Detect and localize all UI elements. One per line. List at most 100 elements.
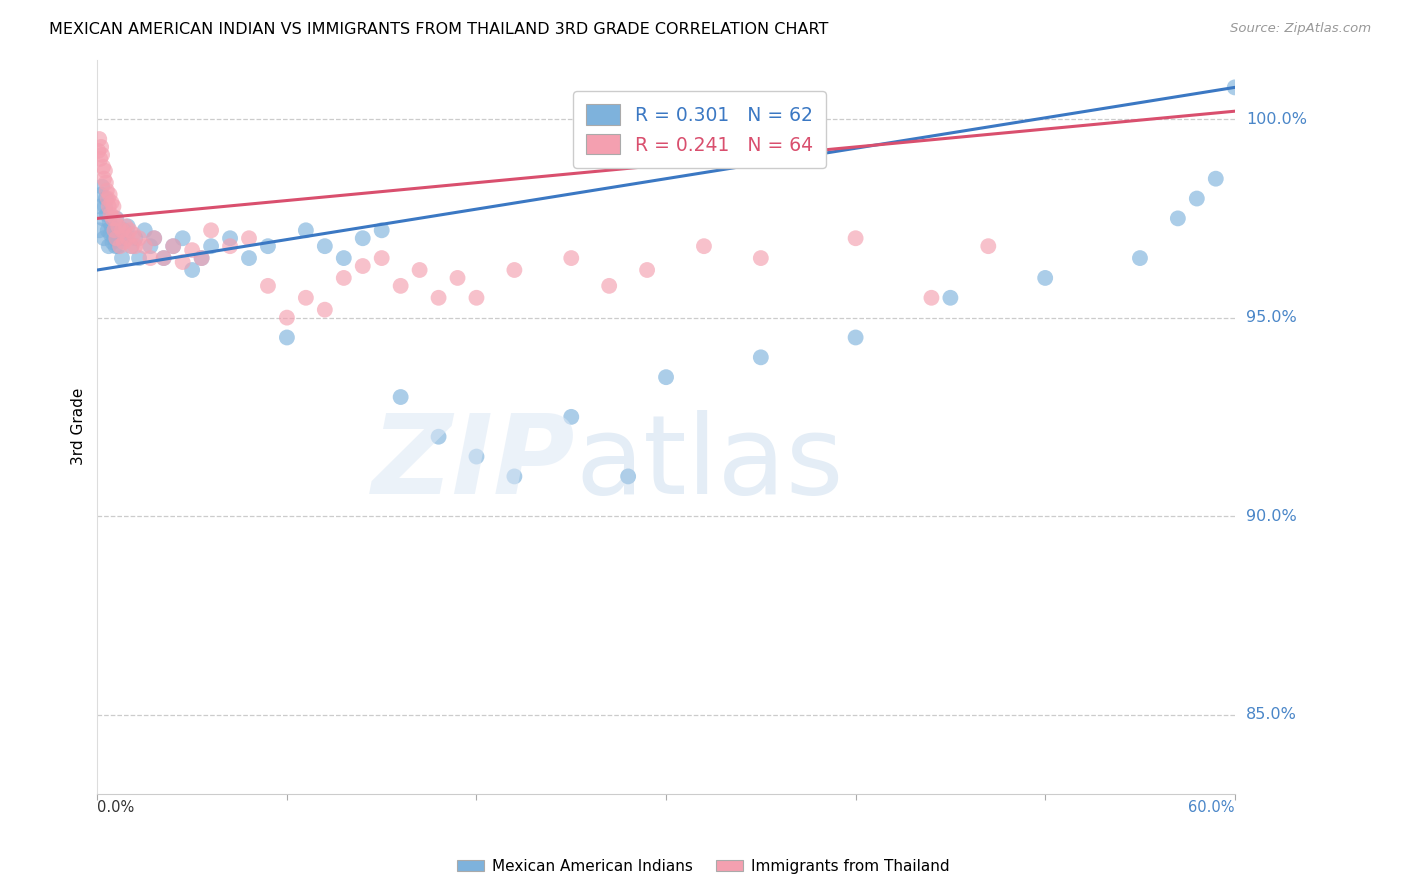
Point <box>1033 271 1056 285</box>
Point <box>98 187 121 202</box>
Point <box>89 132 111 146</box>
Point <box>190 251 212 265</box>
Point <box>91 148 114 162</box>
Text: atlas: atlas <box>575 410 844 517</box>
Point <box>1185 192 1208 206</box>
Point <box>111 223 134 237</box>
Point <box>370 223 392 237</box>
Point <box>143 231 166 245</box>
Point <box>314 239 336 253</box>
Point <box>636 263 658 277</box>
Point <box>91 211 114 226</box>
Point <box>845 231 868 245</box>
Legend: Mexican American Indians, Immigrants from Thailand: Mexican American Indians, Immigrants fro… <box>450 853 956 880</box>
Point <box>105 231 128 245</box>
Text: ZIP: ZIP <box>371 410 575 517</box>
Point <box>427 291 450 305</box>
Point <box>389 278 412 293</box>
Point <box>693 239 716 253</box>
Point <box>103 199 125 213</box>
Point <box>117 231 139 245</box>
Point <box>560 409 582 424</box>
Point <box>97 199 120 213</box>
Point <box>200 239 222 253</box>
Point <box>749 251 772 265</box>
Point <box>139 239 162 253</box>
Point <box>98 215 121 229</box>
Point <box>134 223 156 237</box>
Point <box>100 219 122 234</box>
Point <box>124 239 146 253</box>
Text: 90.0%: 90.0% <box>1246 508 1296 524</box>
Point <box>1223 80 1246 95</box>
Point <box>104 239 127 253</box>
Text: 100.0%: 100.0% <box>1246 112 1308 127</box>
Point <box>276 310 298 325</box>
Point <box>238 231 260 245</box>
Point <box>93 231 115 245</box>
Point <box>352 231 374 245</box>
Point <box>97 192 120 206</box>
Point <box>446 271 468 285</box>
Point <box>101 235 124 250</box>
Point <box>96 207 118 221</box>
Point <box>134 239 156 253</box>
Point <box>276 330 298 344</box>
Point <box>190 251 212 265</box>
Point <box>118 223 141 237</box>
Point <box>238 251 260 265</box>
Point <box>219 231 242 245</box>
Point <box>655 370 678 384</box>
Point <box>94 199 117 213</box>
Point <box>112 223 135 237</box>
Point <box>181 243 204 257</box>
Point <box>314 302 336 317</box>
Point <box>91 160 114 174</box>
Point <box>107 239 129 253</box>
Point <box>121 239 143 253</box>
Point <box>121 239 143 253</box>
Point <box>598 278 620 293</box>
Point <box>97 223 120 237</box>
Point <box>977 239 1000 253</box>
Point <box>152 251 174 265</box>
Point <box>1205 171 1227 186</box>
Point <box>94 163 117 178</box>
Point <box>111 251 134 265</box>
Point <box>94 192 117 206</box>
Text: 85.0%: 85.0% <box>1246 707 1296 723</box>
Point <box>295 291 318 305</box>
Point <box>105 211 128 226</box>
Point <box>100 227 122 242</box>
Point <box>107 219 129 234</box>
Point <box>1167 211 1189 226</box>
Point <box>845 330 868 344</box>
Point <box>112 235 135 250</box>
Point <box>90 140 112 154</box>
Point <box>427 430 450 444</box>
Point <box>94 176 117 190</box>
Point <box>93 171 115 186</box>
Point <box>560 251 582 265</box>
Point <box>465 450 488 464</box>
Point <box>139 251 162 265</box>
Point <box>122 227 145 242</box>
Point <box>108 239 131 253</box>
Point <box>257 278 280 293</box>
Point <box>103 231 125 245</box>
Point <box>333 271 356 285</box>
Point <box>172 231 194 245</box>
Point <box>219 239 242 253</box>
Point <box>90 187 112 202</box>
Point <box>103 223 125 237</box>
Point <box>295 223 318 237</box>
Point <box>503 469 526 483</box>
Point <box>128 231 150 245</box>
Point <box>172 255 194 269</box>
Point <box>162 239 184 253</box>
Legend: R = 0.301   N = 62, R = 0.241   N = 64: R = 0.301 N = 62, R = 0.241 N = 64 <box>574 91 827 168</box>
Y-axis label: 3rd Grade: 3rd Grade <box>72 388 86 466</box>
Point <box>96 184 118 198</box>
Point <box>89 199 111 213</box>
Point <box>104 211 127 226</box>
